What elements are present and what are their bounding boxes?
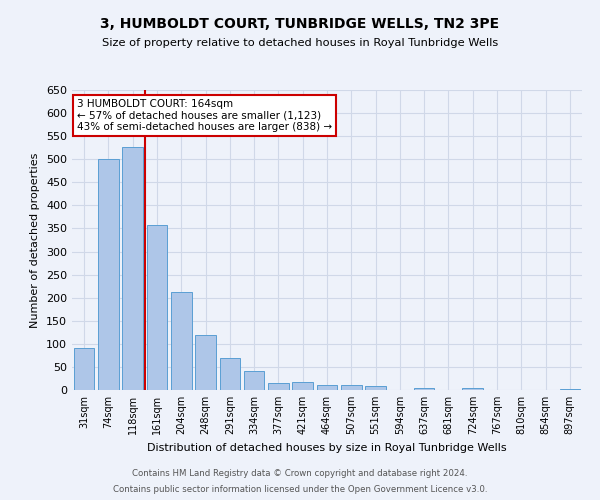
X-axis label: Distribution of detached houses by size in Royal Tunbridge Wells: Distribution of detached houses by size … <box>147 442 507 452</box>
Bar <box>317 386 337 390</box>
Text: Contains public sector information licensed under the Open Government Licence v3: Contains public sector information licen… <box>113 485 487 494</box>
Bar <box>220 358 240 390</box>
Bar <box>244 370 265 390</box>
Bar <box>560 388 580 390</box>
Text: 3, HUMBOLDT COURT, TUNBRIDGE WELLS, TN2 3PE: 3, HUMBOLDT COURT, TUNBRIDGE WELLS, TN2 … <box>100 18 500 32</box>
Bar <box>341 386 362 390</box>
Bar <box>292 382 313 390</box>
Bar <box>414 388 434 390</box>
Bar <box>74 348 94 390</box>
Text: Contains HM Land Registry data © Crown copyright and database right 2024.: Contains HM Land Registry data © Crown c… <box>132 468 468 477</box>
Bar <box>146 225 167 390</box>
Bar <box>365 386 386 390</box>
Bar <box>98 159 119 390</box>
Text: 3 HUMBOLDT COURT: 164sqm
← 57% of detached houses are smaller (1,123)
43% of sem: 3 HUMBOLDT COURT: 164sqm ← 57% of detach… <box>77 99 332 132</box>
Bar <box>122 147 143 390</box>
Bar <box>268 383 289 390</box>
Text: Size of property relative to detached houses in Royal Tunbridge Wells: Size of property relative to detached ho… <box>102 38 498 48</box>
Bar <box>171 292 191 390</box>
Bar <box>195 334 216 390</box>
Y-axis label: Number of detached properties: Number of detached properties <box>31 152 40 328</box>
Bar <box>463 388 483 390</box>
